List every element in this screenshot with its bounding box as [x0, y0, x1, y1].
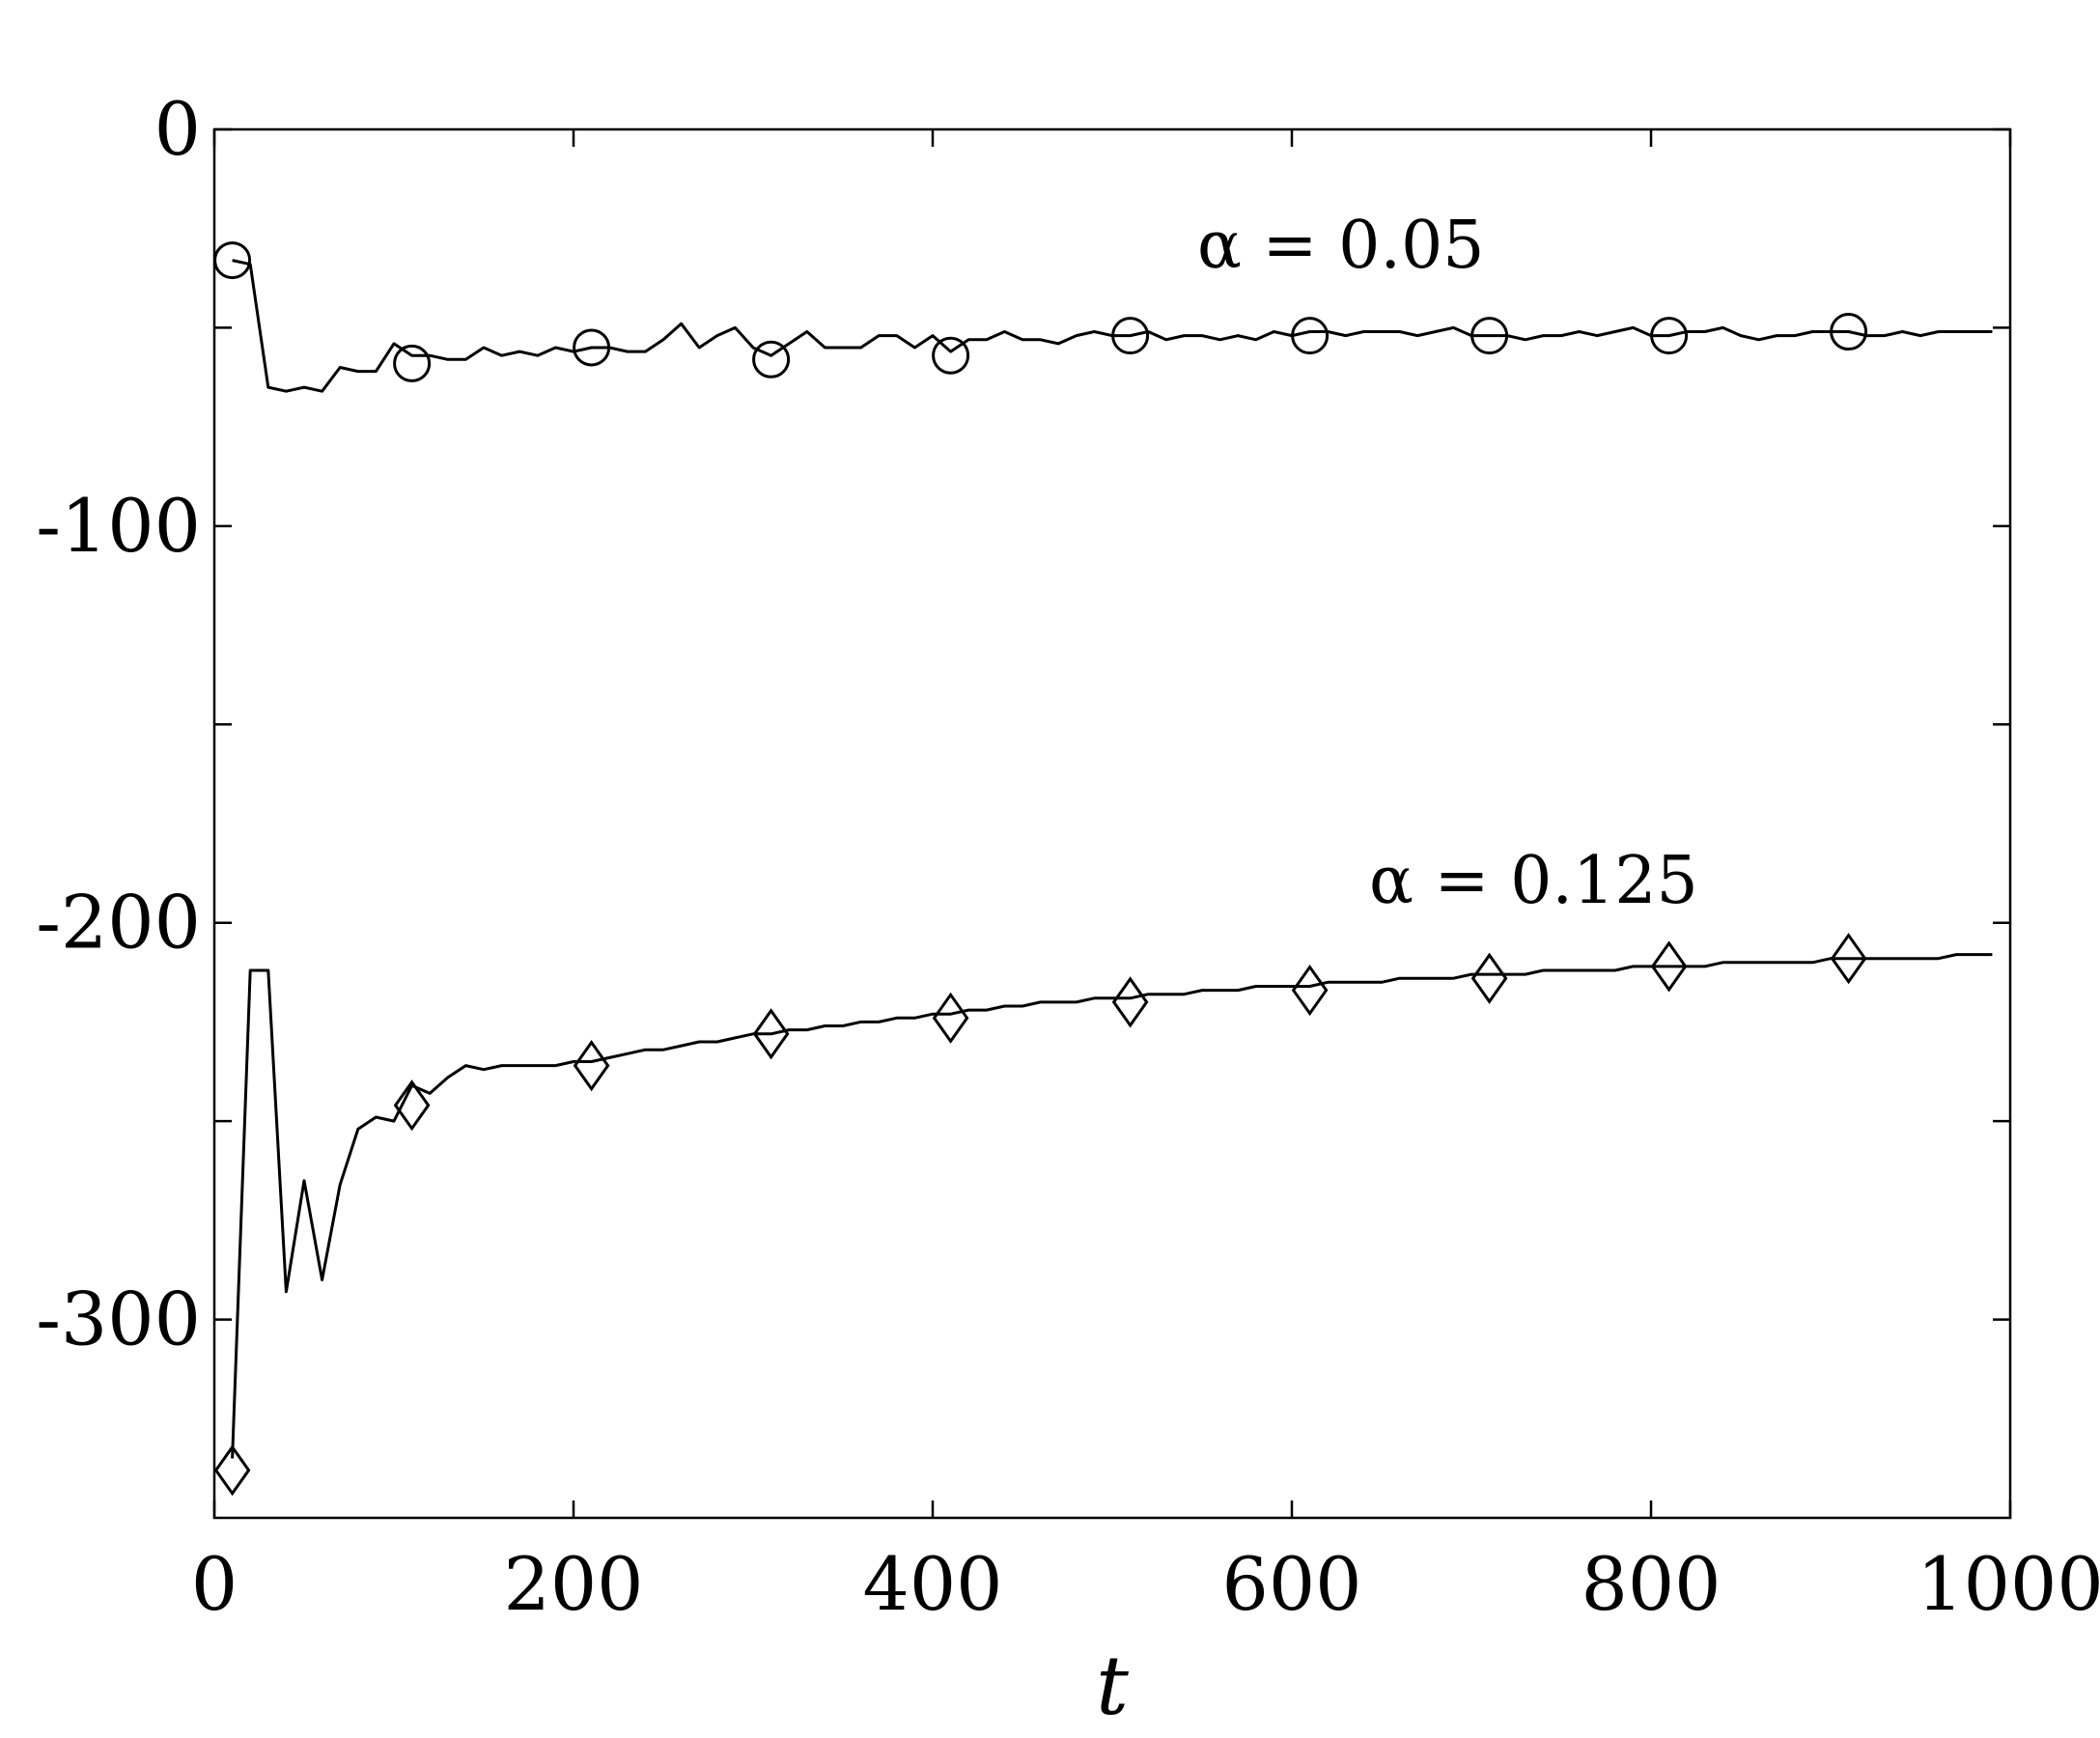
y-tick-label: 0 — [154, 86, 201, 172]
series-line-diamond — [231, 953, 1993, 1459]
x-axis-label: t — [1096, 1639, 1129, 1733]
data-point-diamond — [1470, 952, 1508, 1004]
data-point-diamond — [1650, 940, 1688, 993]
x-tick-label: 600 — [1221, 1541, 1361, 1627]
data-point-circle — [752, 340, 791, 378]
markers-layer — [213, 241, 1868, 1497]
x-tick-label: 200 — [503, 1541, 643, 1627]
y-tick-label: -100 — [36, 483, 201, 569]
y-tick-label: -300 — [36, 1276, 201, 1362]
x-tick-label: 1000 — [1917, 1541, 2100, 1627]
data-point-circle — [1650, 317, 1689, 355]
y-tick-label: -200 — [36, 880, 201, 966]
x-tick-label: 400 — [862, 1541, 1002, 1627]
data-point-circle — [1291, 317, 1330, 355]
x-tick-label: 800 — [1581, 1541, 1721, 1627]
data-point-diamond — [932, 992, 969, 1044]
data-point-diamond — [573, 1040, 610, 1092]
data-point-circle — [393, 344, 432, 382]
data-point-diamond — [752, 1008, 790, 1060]
data-point-diamond — [1291, 964, 1329, 1017]
axis-ticks — [212, 127, 2012, 1518]
data-point-circle — [1111, 317, 1150, 355]
data-point-diamond — [213, 1444, 251, 1497]
data-point-diamond — [393, 1079, 431, 1132]
plot-frame — [212, 127, 2012, 1520]
tick-labels: 0 200 400 600 800 1000 0 -100 -200 -300 — [36, 86, 2100, 1627]
x-tick-label: 0 — [191, 1541, 238, 1627]
data-point-circle — [932, 336, 970, 375]
data-point-diamond — [1830, 933, 1867, 985]
data-point-circle — [1830, 313, 1868, 351]
series-annotation-alpha-0.05: α = 0.05 — [1197, 208, 1485, 284]
series-annotation-alpha-0.125: α = 0.125 — [1369, 843, 1698, 919]
data-point-circle — [213, 241, 252, 280]
data-point-circle — [573, 328, 611, 367]
data-point-circle — [1470, 317, 1509, 355]
data-point-diamond — [1111, 976, 1149, 1028]
